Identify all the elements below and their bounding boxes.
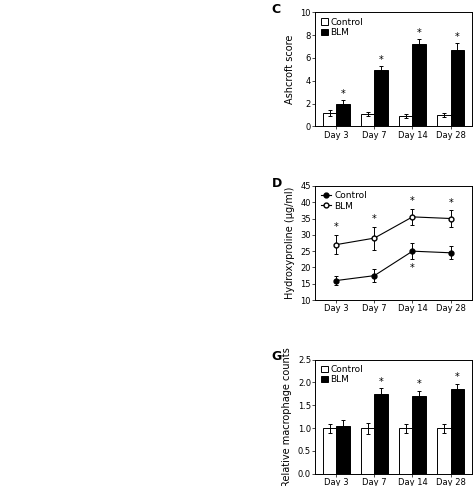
Bar	[412, 44, 426, 126]
Text: *: *	[455, 372, 460, 382]
Text: *: *	[410, 196, 415, 206]
Y-axis label: Relative macrophage counts: Relative macrophage counts	[283, 347, 292, 486]
Bar	[399, 116, 412, 126]
Legend: Control, BLM: Control, BLM	[320, 17, 364, 38]
Bar	[451, 50, 464, 126]
Text: D: D	[272, 177, 282, 190]
Text: *: *	[334, 222, 338, 232]
Legend: Control, BLM: Control, BLM	[320, 364, 364, 385]
Bar	[361, 114, 374, 126]
Bar	[438, 115, 451, 126]
Legend: Control, BLM: Control, BLM	[320, 191, 368, 211]
Y-axis label: Ashcroft score: Ashcroft score	[285, 35, 295, 104]
Bar	[374, 394, 388, 474]
Bar	[438, 428, 451, 474]
Bar	[336, 104, 349, 126]
Text: *: *	[379, 377, 383, 386]
Text: *: *	[417, 28, 421, 37]
Text: *: *	[448, 198, 453, 208]
Text: C: C	[272, 3, 281, 16]
Text: G: G	[272, 350, 282, 364]
Text: *: *	[455, 32, 460, 42]
Y-axis label: Hydroxyproline (μg/ml): Hydroxyproline (μg/ml)	[285, 187, 295, 299]
Text: *: *	[340, 89, 345, 99]
Bar	[361, 428, 374, 474]
Text: *: *	[379, 55, 383, 65]
Bar	[399, 428, 412, 474]
Bar	[323, 428, 336, 474]
Bar	[374, 70, 388, 126]
Bar	[451, 389, 464, 474]
Text: *: *	[372, 214, 377, 224]
Bar	[336, 426, 349, 474]
Bar	[412, 396, 426, 474]
Text: *: *	[417, 379, 421, 389]
Bar	[323, 113, 336, 126]
Text: *: *	[410, 263, 415, 273]
